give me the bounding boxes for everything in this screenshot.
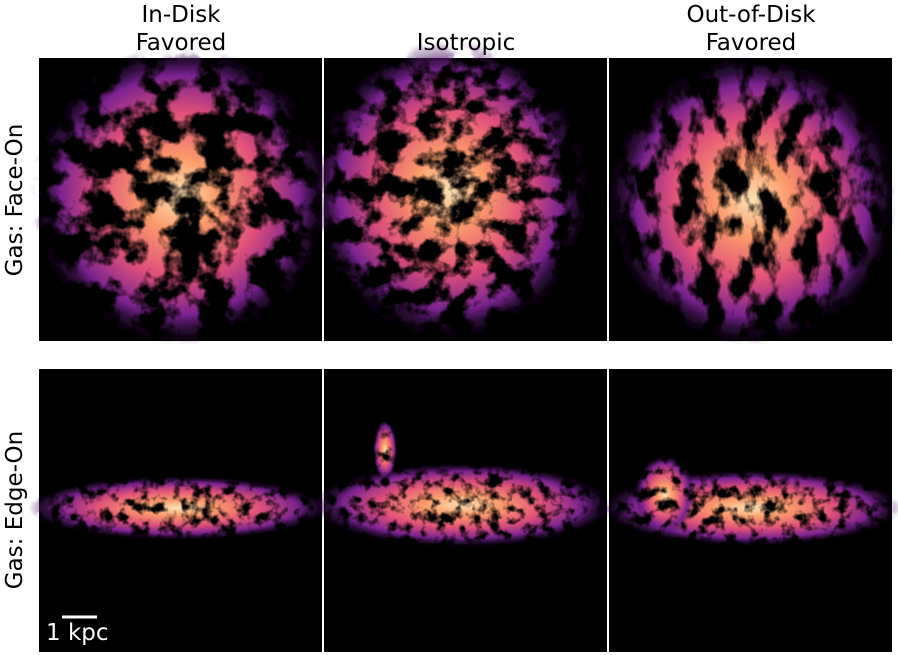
row-label: Gas: Face-On <box>2 124 28 277</box>
face-on-panel <box>30 45 330 345</box>
edge-on-panel <box>312 369 612 652</box>
face-on-panel <box>310 40 607 341</box>
edge-on-panel <box>602 369 898 652</box>
column-title: In-Disk <box>141 2 221 28</box>
row-label: Gas: Edge-On <box>2 431 28 589</box>
scale-bar-label: 1 kpc <box>46 620 109 646</box>
column-title: Favored <box>706 30 797 56</box>
column-title: Out-of-Disk <box>686 2 816 28</box>
face-on-panel <box>607 55 897 345</box>
edge-on-panel <box>28 369 328 652</box>
